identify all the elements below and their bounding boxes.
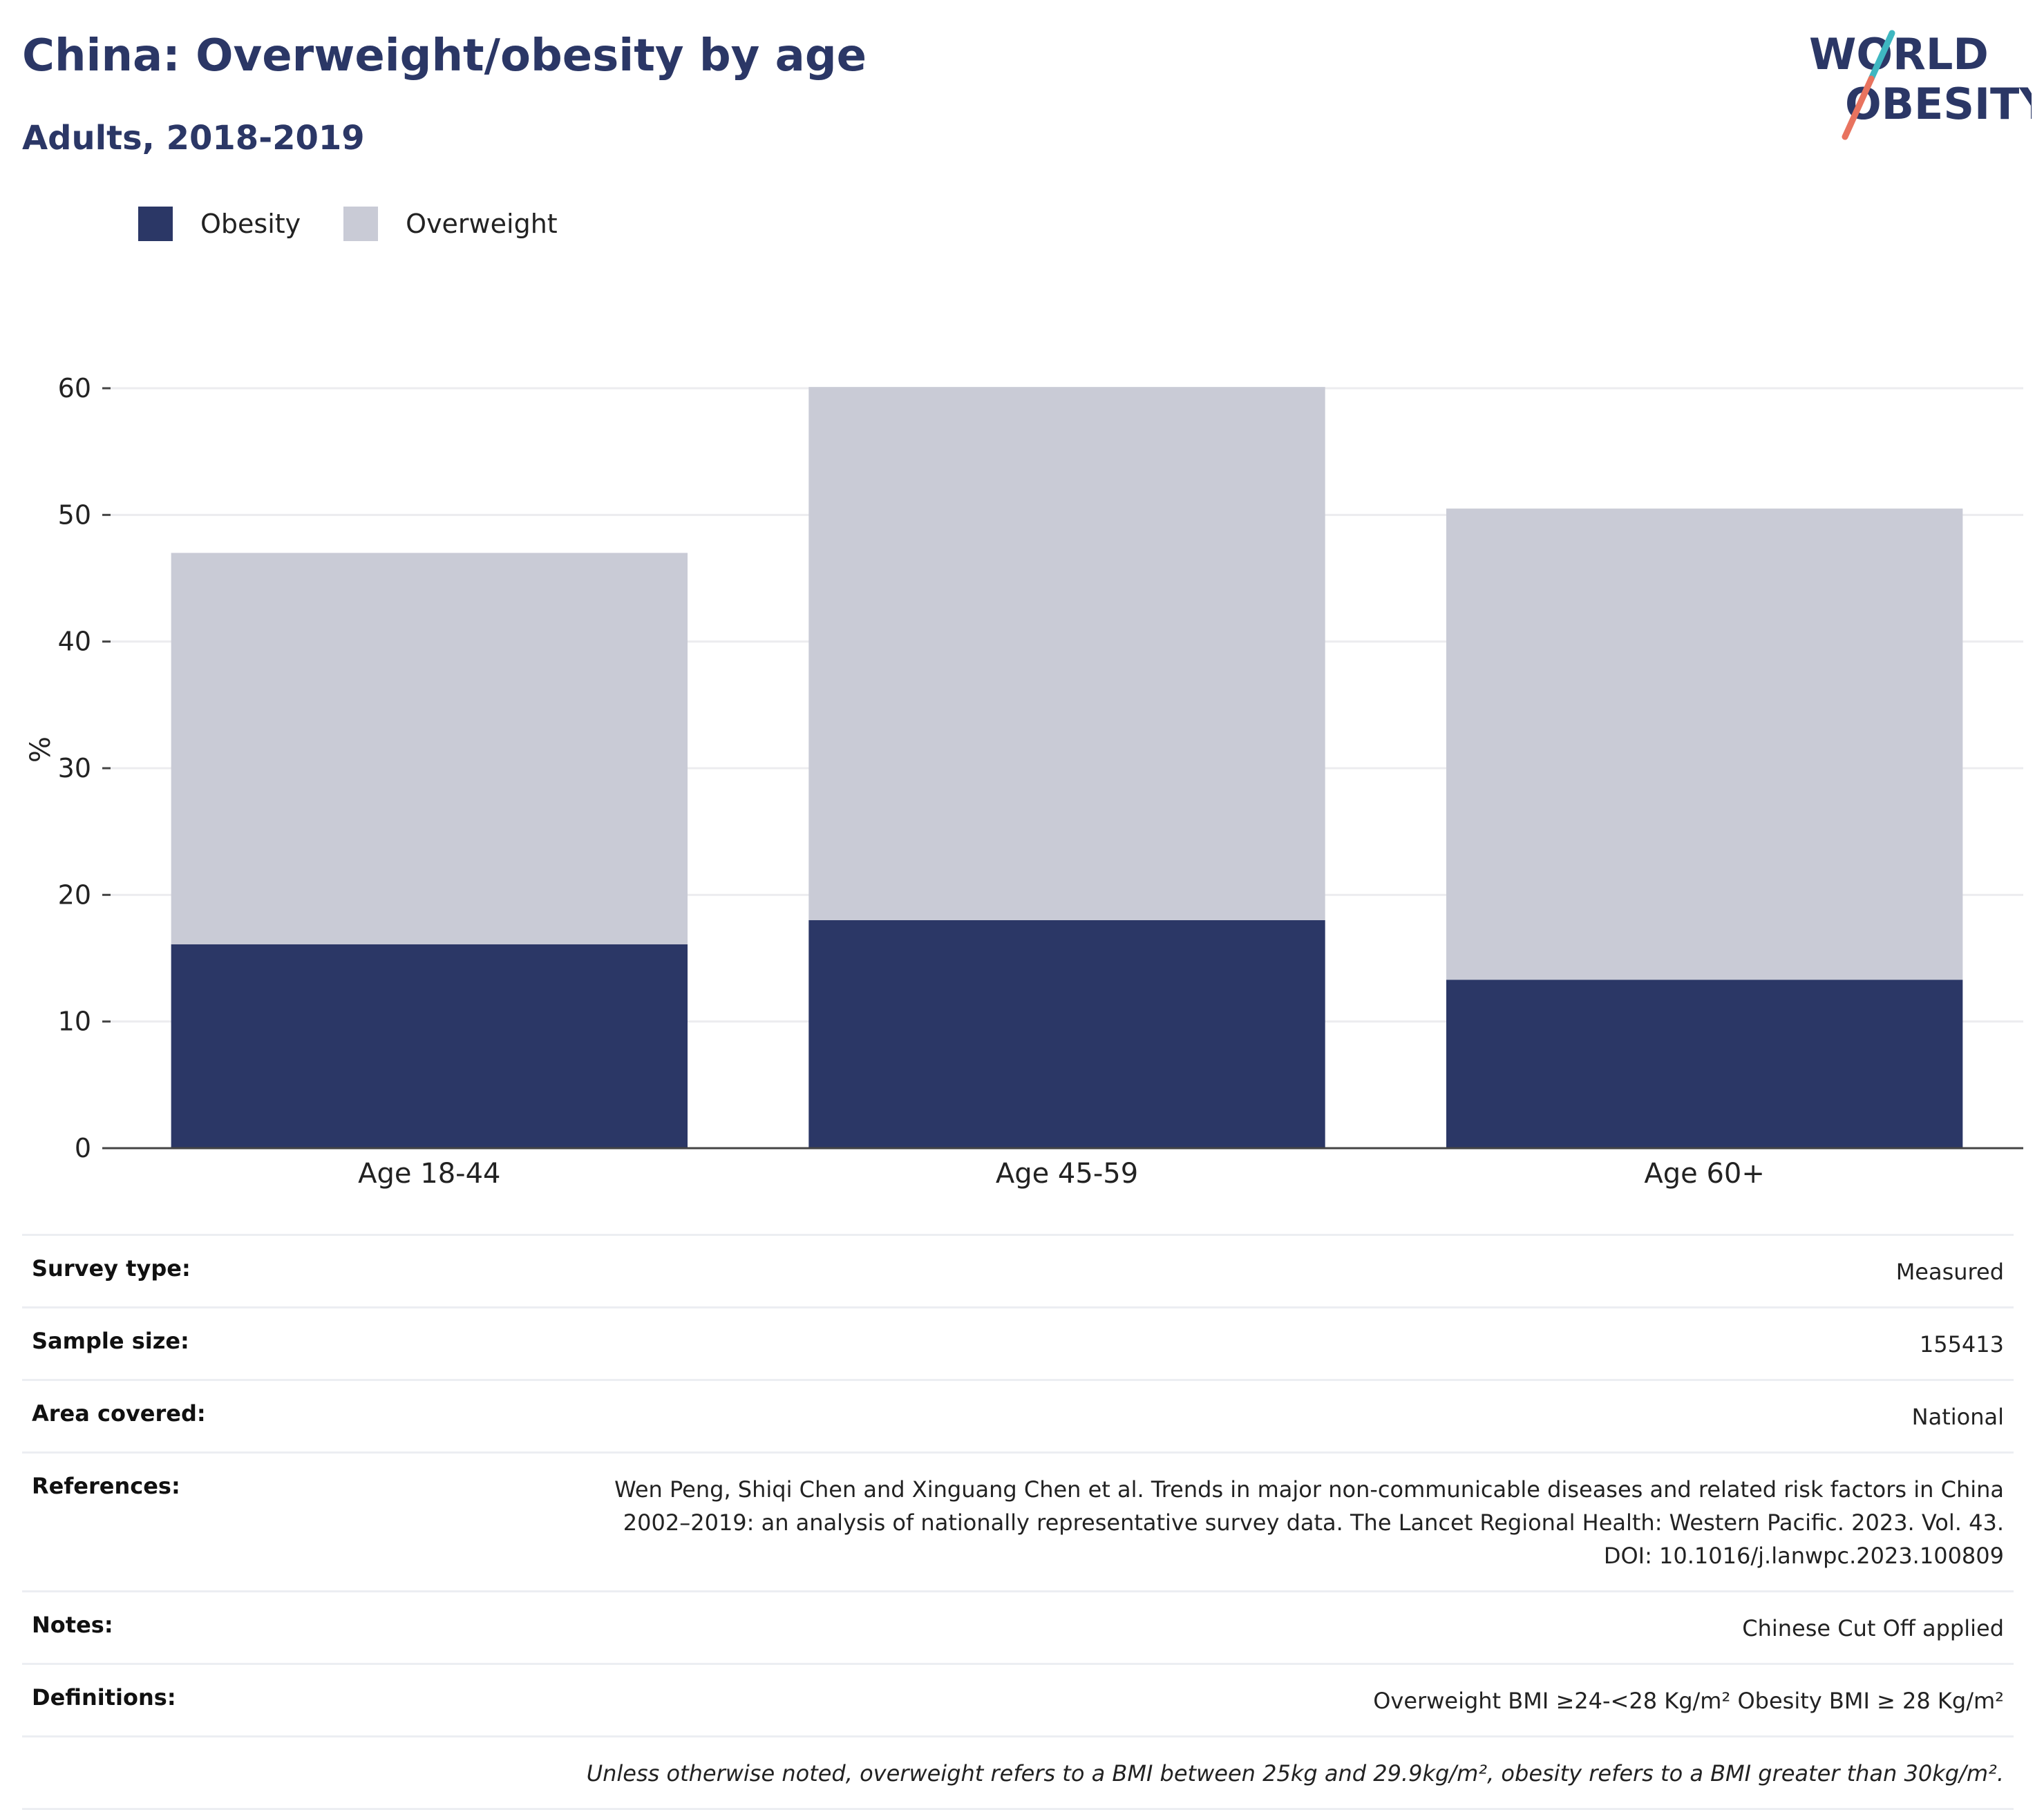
logo-text-obesity: OBESITY (1845, 79, 2032, 129)
meta-value: Wen Peng, Shiqi Chen and Xinguang Chen e… (614, 1476, 2004, 1569)
meta-value: Chinese Cut Off applied (1742, 1615, 2004, 1641)
meta-row-survey-type: Survey type: Measured (22, 1234, 2014, 1306)
meta-row-area-covered: Area covered: National (22, 1379, 2014, 1451)
y-tick-label: 50 (58, 499, 91, 530)
meta-key: Sample size: (32, 1328, 189, 1354)
legend-swatch-overweight (343, 207, 379, 241)
y-tick-label: 40 (58, 627, 91, 657)
y-axis-ticks: 0 10 20 30 40 50 60 (58, 373, 111, 1163)
legend-swatch-obesity (138, 207, 173, 241)
meta-row-definitions: Definitions: Overweight BMI ≥24-<28 Kg/m… (22, 1663, 2014, 1735)
meta-row-footnote: Unless otherwise noted, overweight refer… (22, 1735, 2014, 1810)
bar-obesity-2[interactable] (808, 920, 1325, 1148)
x-category-label: Age 45-59 (996, 1158, 1138, 1190)
legend-label-obesity: Obesity (200, 209, 301, 239)
world-obesity-logo: WORLD OBESITY (1809, 29, 2032, 140)
y-tick-label: 0 (75, 1133, 91, 1163)
meta-value: Measured (1895, 1259, 2004, 1285)
chart-subtitle: Adults, 2018-2019 (22, 119, 365, 158)
footnote: Unless otherwise noted, overweight refer… (586, 1760, 2004, 1787)
x-category-label: Age 60+ (1644, 1158, 1765, 1190)
legend-item-obesity[interactable]: Obesity (138, 207, 301, 241)
legend-item-overweight[interactable]: Overweight (343, 207, 558, 241)
meta-key: Area covered: (32, 1400, 206, 1427)
chart-legend: Obesity Overweight (138, 203, 600, 245)
survey-details-table: Survey type: Measured Sample size: 15541… (22, 1234, 2014, 1810)
logo-text-world: WORLD (1809, 29, 1989, 79)
meta-key: References: (32, 1473, 180, 1499)
y-axis-title: % (25, 736, 57, 763)
bar-overweight-1[interactable] (171, 553, 688, 944)
x-axis-labels: Age 18-44 Age 45-59 Age 60+ (358, 1158, 1765, 1190)
meta-row-notes: Notes: Chinese Cut Off applied (22, 1590, 2014, 1663)
meta-key: Notes: (32, 1612, 113, 1638)
meta-row-sample-size: Sample size: 155413 (22, 1306, 2014, 1379)
bar-overweight-2[interactable] (808, 387, 1325, 920)
bar-obesity-1[interactable] (171, 944, 688, 1148)
meta-key: Survey type: (32, 1255, 191, 1282)
y-tick-label: 30 (58, 753, 91, 783)
meta-value: Overweight BMI ≥24-<28 Kg/m² Obesity BMI… (1373, 1688, 2004, 1714)
meta-row-references: References: Wen Peng, Shiqi Chen and Xin… (22, 1451, 2014, 1590)
legend-label-overweight: Overweight (406, 209, 558, 239)
bars (171, 387, 1963, 1148)
meta-value: 155413 (1919, 1331, 2004, 1358)
y-tick-label: 60 (58, 373, 91, 403)
y-tick-label: 10 (58, 1007, 91, 1037)
logo-slash-teal (1868, 30, 1895, 82)
bar-overweight-3[interactable] (1446, 508, 1963, 980)
logo-slash-coral (1842, 75, 1875, 140)
meta-key: Definitions: (32, 1684, 176, 1711)
meta-value: National (1911, 1404, 2004, 1430)
bar-obesity-3[interactable] (1446, 980, 1963, 1148)
chart-title: China: Overweight/obesity by age (22, 30, 867, 82)
y-tick-label: 20 (58, 879, 91, 910)
x-category-label: Age 18-44 (358, 1158, 500, 1190)
